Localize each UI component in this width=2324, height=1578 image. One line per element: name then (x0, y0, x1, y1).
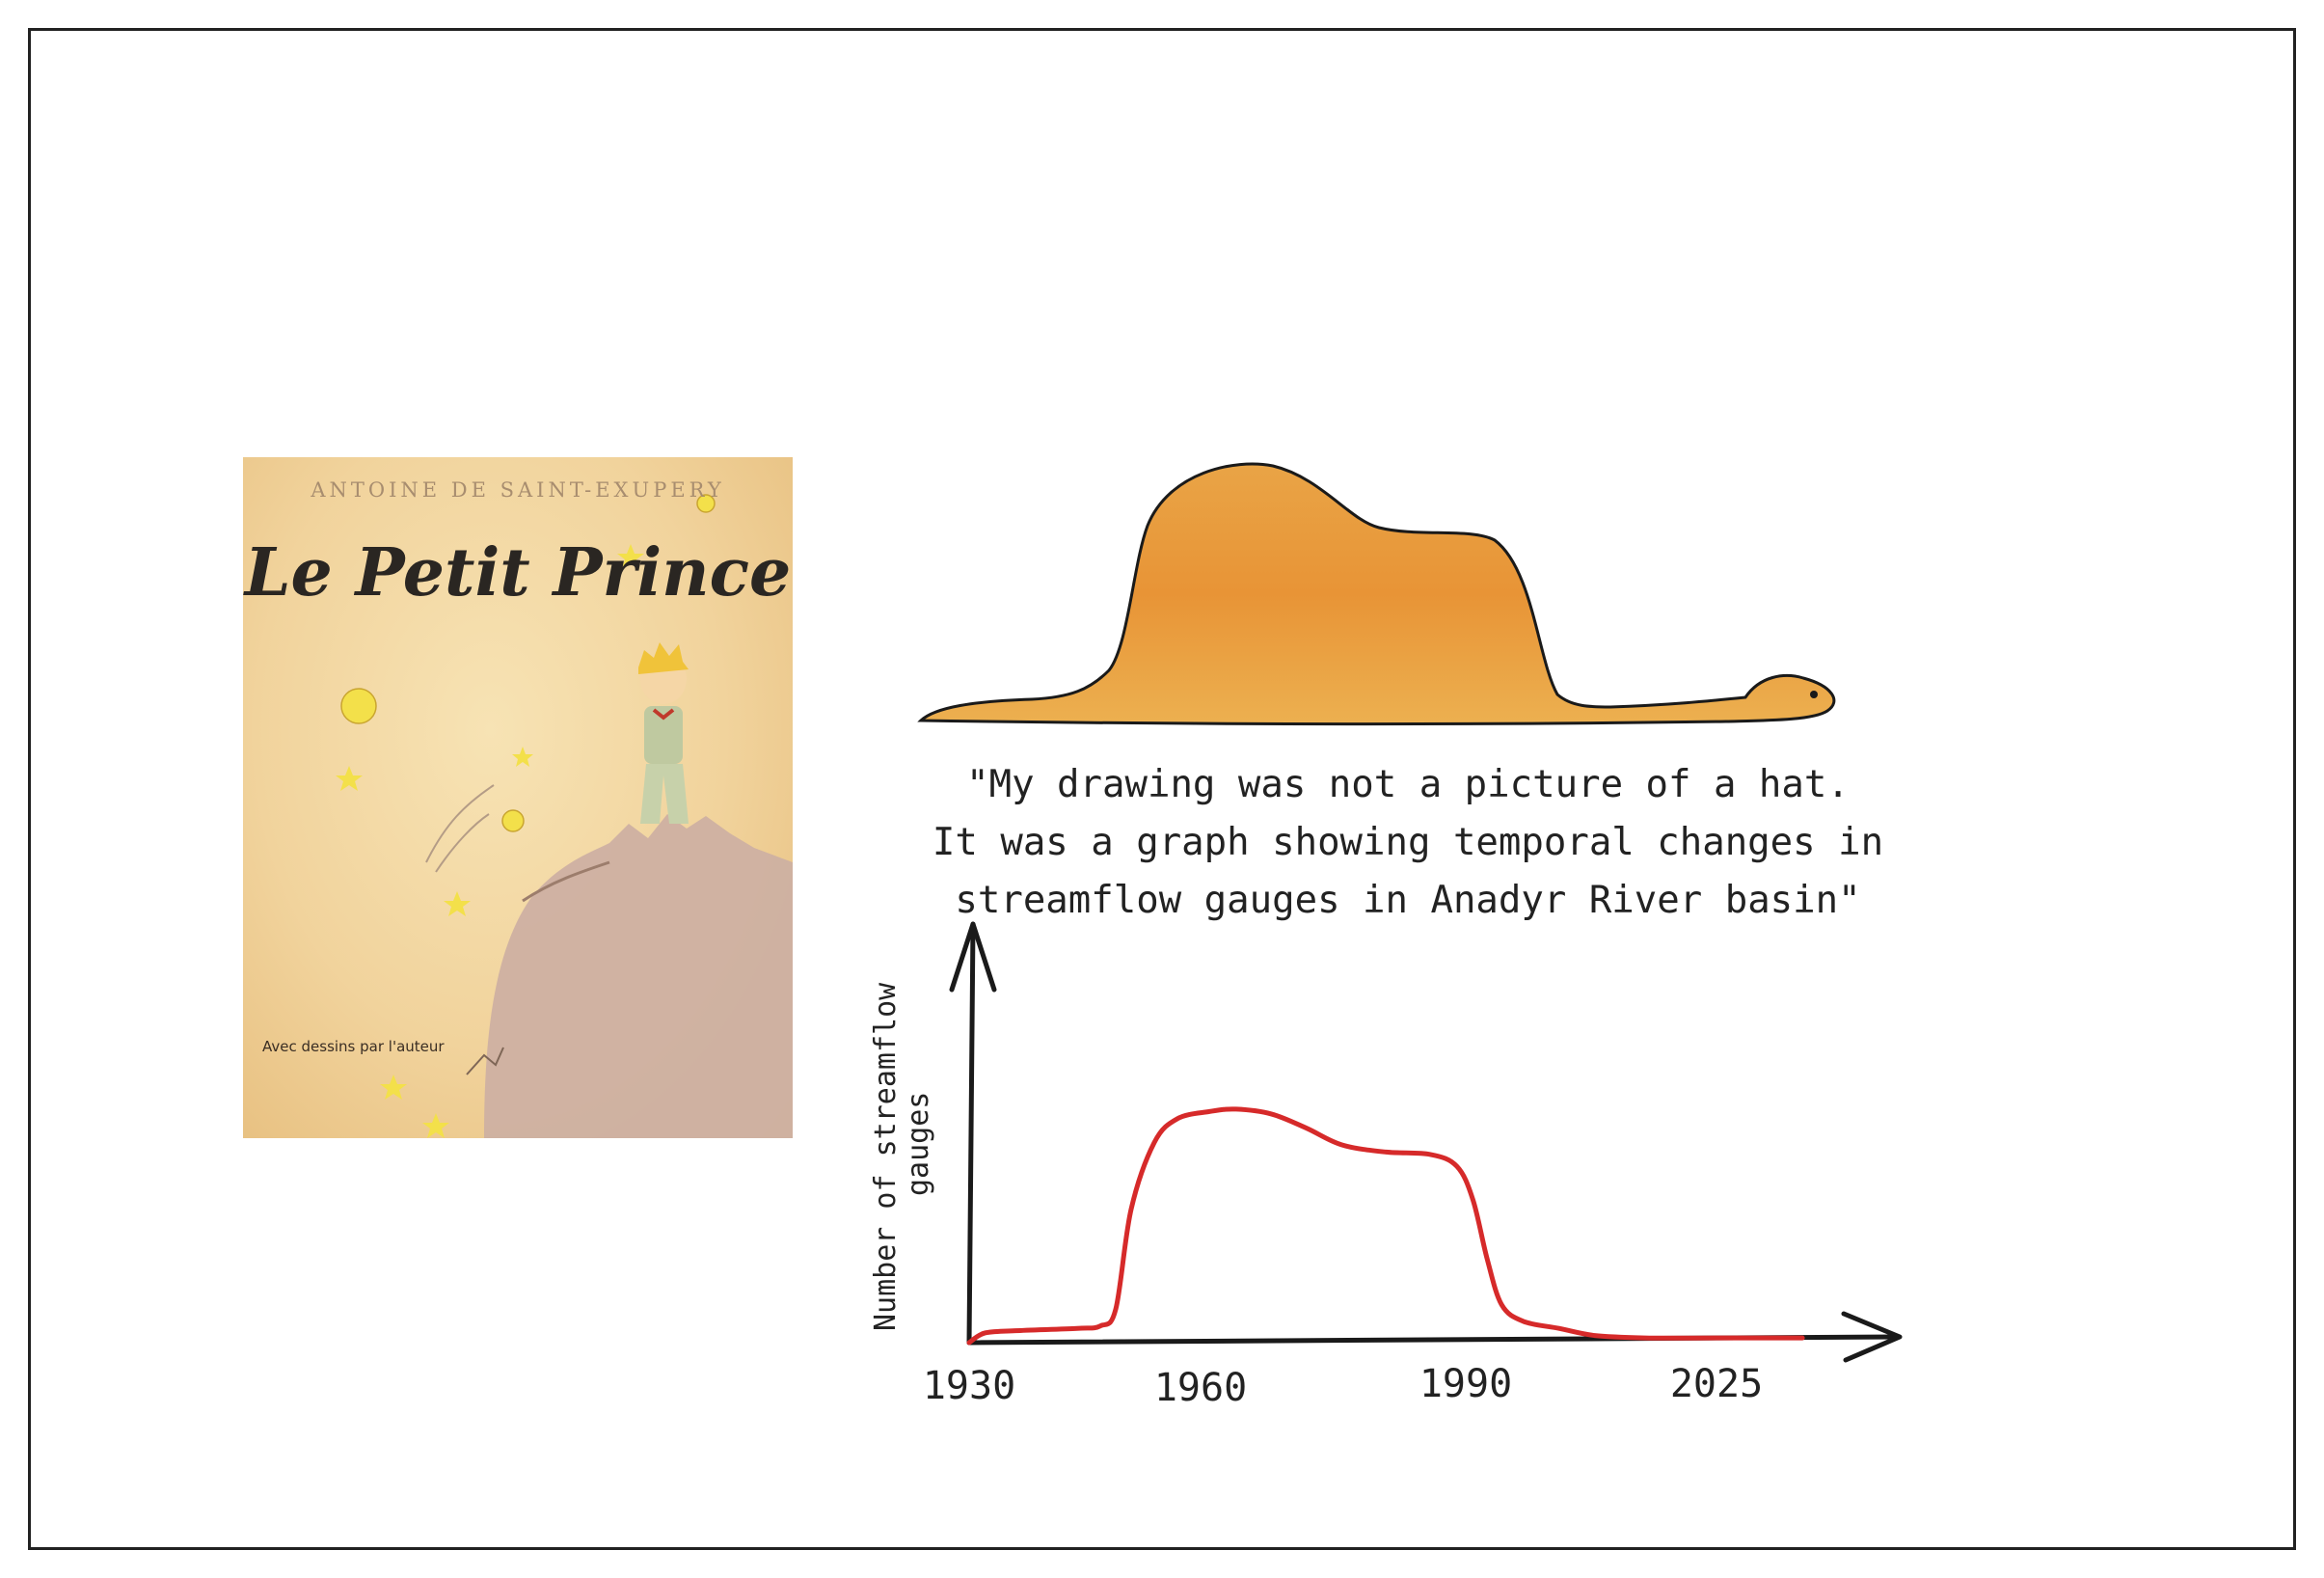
y-axis-arrowhead (949, 921, 997, 993)
boa-hat-drawing (917, 462, 1836, 726)
book-illustration (336, 494, 793, 1138)
streamflow-chart: Number of streamflow gauges 1930 1960 1990 2… (869, 921, 1903, 1410)
quote-line-1: "My drawing was not a picture of a hat. (966, 763, 1850, 806)
series-line (966, 1106, 1805, 1346)
y-axis-line (966, 921, 976, 1346)
quote-text: "My drawing was not a picture of a hat. … (820, 756, 1996, 930)
x-tick-label: 1960 (1154, 1366, 1247, 1410)
book-title: Le Petit Prince (244, 534, 792, 612)
y-axis-label-line-2: gauges (902, 1092, 935, 1196)
book-author: ANTOINE DE SAINT-EXUPERY (311, 478, 725, 502)
y-axis-label-group: Number of streamflow gauges (869, 982, 935, 1331)
y-axis-label: Number of streamflow (869, 982, 903, 1331)
x-tick-labels: 1930 1960 1990 2025 (923, 1362, 1763, 1410)
quote-line-2: It was a graph showing temporal changes … (932, 821, 1884, 864)
chart-axes (949, 921, 1903, 1363)
quote-line-3: streamflow gauges in Anadyr River basin" (955, 879, 1861, 922)
x-tick-label: 2025 (1670, 1362, 1763, 1406)
book-cover-image: ANTOINE DE SAINT-EXUPERY Le Petit Prince… (243, 457, 793, 1138)
x-tick-label: 1990 (1419, 1362, 1512, 1406)
book-byline: Avec dessins par l'auteur (262, 1038, 445, 1055)
x-tick-label: 1930 (923, 1364, 1015, 1408)
series-group (966, 1106, 1805, 1346)
x-axis-arrowhead (1841, 1311, 1903, 1363)
